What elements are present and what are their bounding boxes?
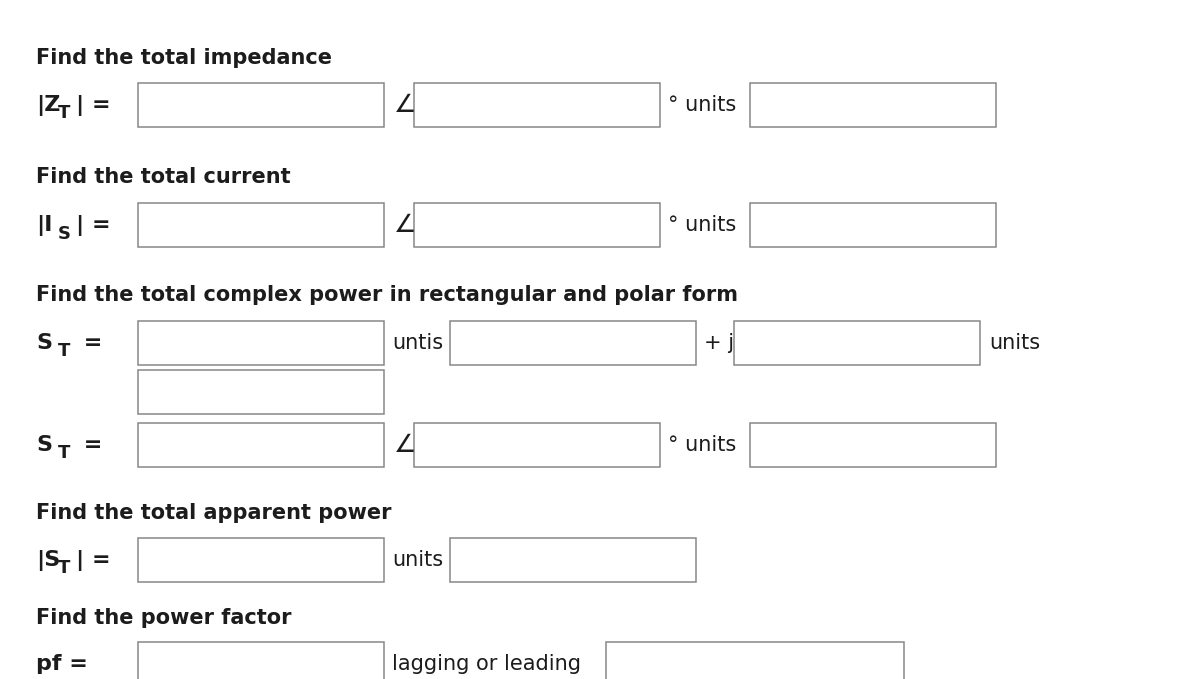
Bar (734, 320, 980, 365)
Text: pf =: pf = (36, 654, 88, 674)
Text: |I: |I (36, 215, 53, 236)
Text: untis: untis (392, 333, 444, 353)
Text: S: S (36, 333, 52, 353)
Bar (138, 84, 384, 128)
Bar (414, 203, 660, 247)
Bar (138, 422, 384, 467)
Bar (138, 320, 384, 365)
Text: | =: | = (76, 550, 110, 570)
Bar (138, 642, 384, 679)
Text: ∠: ∠ (394, 93, 416, 117)
Text: ° units: ° units (668, 215, 737, 236)
Text: ° units: ° units (668, 435, 737, 455)
Bar (414, 84, 660, 128)
Text: Find the power factor: Find the power factor (36, 608, 292, 628)
Bar (450, 320, 696, 365)
Text: Find the total impedance: Find the total impedance (36, 48, 332, 68)
Text: T: T (58, 342, 70, 360)
Text: T: T (58, 444, 70, 462)
Bar (606, 642, 904, 679)
Bar (450, 538, 696, 583)
Bar (138, 538, 384, 583)
Text: |S: |S (36, 550, 60, 570)
Bar (414, 422, 660, 467)
Text: + j: + j (704, 333, 734, 353)
Text: units: units (989, 333, 1040, 353)
Bar (750, 84, 996, 128)
Bar (138, 369, 384, 414)
Text: |Z: |Z (36, 95, 60, 115)
Text: units: units (392, 550, 444, 570)
Bar (138, 203, 384, 247)
Text: Find the total apparent power: Find the total apparent power (36, 502, 391, 523)
Text: S: S (36, 435, 52, 455)
Text: T: T (58, 559, 70, 577)
Bar (750, 203, 996, 247)
Text: =: = (76, 435, 102, 455)
Text: T: T (58, 105, 70, 122)
Text: =: = (76, 333, 102, 353)
Text: lagging or leading: lagging or leading (392, 654, 582, 674)
Text: | =: | = (76, 215, 110, 236)
Text: Find the total current: Find the total current (36, 166, 290, 187)
Text: ∠: ∠ (394, 433, 416, 457)
Text: ° units: ° units (668, 95, 737, 115)
Text: S: S (58, 225, 71, 242)
Text: Find the total complex power in rectangular and polar form: Find the total complex power in rectangu… (36, 285, 738, 306)
Text: | =: | = (76, 95, 110, 115)
Text: ∠: ∠ (394, 213, 416, 238)
Bar (750, 422, 996, 467)
